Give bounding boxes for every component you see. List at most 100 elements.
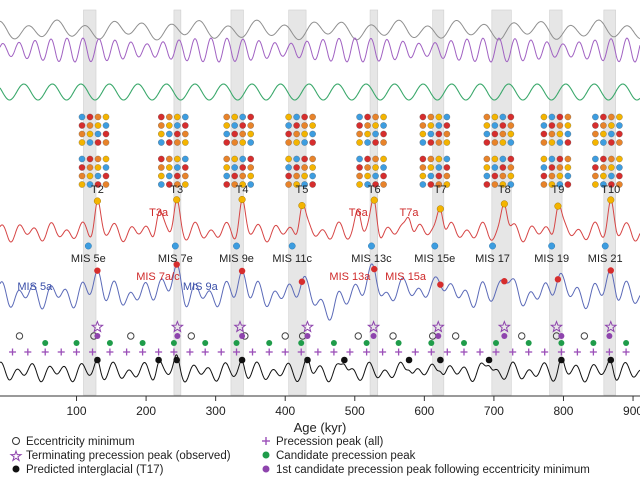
candidate-peak-point [395,340,402,346]
precession-peak-plus [525,348,533,356]
model-dot [540,113,548,121]
model-dot [231,139,238,146]
predicted-interglacial-point [304,356,311,364]
terminating-peak-star [233,320,247,333]
model-dot [380,139,387,146]
model-dot [94,122,102,129]
x-axis-title: Age (kyr) [294,420,347,435]
blue-curve-peak-point [173,261,180,268]
x-tick-label: 800 [553,404,573,418]
precession-peak-plus [411,348,419,356]
model-dot [293,130,300,138]
model-dot [174,122,181,129]
model-dot [364,181,371,188]
model-dot [548,164,556,171]
green-series-line [0,83,640,101]
x-tick-label: 100 [67,404,87,418]
model-dot [427,113,435,121]
termination-label: T5 [295,184,308,196]
model-dot [102,122,110,129]
termination-peak-point [370,196,378,204]
ecc-min-point [518,332,526,340]
model-dot [102,130,110,138]
shaded-interval-7 [549,9,563,396]
model-dot [309,113,316,121]
model-dot [548,130,556,138]
model-dot [592,164,599,171]
pred-int-legend-icon [12,465,20,473]
model-dot [239,139,246,146]
model-dot [182,139,189,146]
model-dot [608,181,615,188]
model-dot [435,155,443,163]
model-dot [499,113,507,121]
model-dot [540,130,548,138]
x-tick-label: 700 [484,404,504,418]
precession-peak-plus [605,348,613,356]
mis-point [431,242,439,250]
model-dot [540,181,548,188]
model-dot [592,155,599,163]
model-dot [556,113,564,121]
model-dot [372,172,379,180]
model-dot [427,164,435,171]
mis-label: MIS 11c [272,253,312,265]
model-dot [507,139,515,146]
termination-label: T7a [400,207,420,219]
model-dot [491,139,499,146]
model-dot [507,172,515,180]
mis-label: MIS 7e [158,253,193,265]
termination-peak-point [436,205,444,213]
predicted-interglacial-point [485,356,493,364]
model-dot [182,181,189,188]
termination-label: T3 [170,184,183,196]
model-dot [483,113,491,121]
model-dot [364,113,371,121]
precession-peak-plus [297,348,305,356]
model-dot [427,181,435,188]
model-dot [78,164,86,171]
model-dot [608,172,615,180]
model-dot [600,130,607,138]
model-dot [380,172,387,180]
model-dot [507,122,515,129]
model-dot [356,181,363,188]
model-dot [166,172,173,180]
termination-peak-point [238,195,246,204]
termination-peak-point [607,196,615,204]
precession-peak-plus [443,348,451,356]
model-dot [94,172,102,180]
model-dot [285,122,292,129]
model-dot [231,113,238,121]
first-candidate-point [239,333,246,339]
model-dot [174,130,181,138]
model-dot [564,113,572,121]
termination-peak-point [93,197,101,205]
precession-peak-plus [170,348,178,356]
model-dot [78,130,86,138]
model-dot [78,139,86,146]
model-dot [499,164,507,171]
candidate-peak-point [428,340,435,346]
model-dot [443,164,451,171]
mis-point [171,242,179,250]
prec-all-legend-icon [262,437,270,445]
model-dot [293,181,300,188]
model-dot [419,122,427,129]
mis-label: MIS 5e [71,253,106,265]
model-dot [372,113,379,121]
model-dot [364,130,371,138]
model-dot [540,155,548,163]
candidate-peak-point [558,340,565,346]
terminating-peak-star [90,320,104,333]
red-series-line [0,198,640,243]
model-dot [223,155,230,163]
model-dot [356,155,363,163]
model-dot [443,113,451,121]
model-dot [301,181,308,188]
model-dot [223,172,230,180]
gray-series-line [0,19,640,41]
termination-peak-point [554,202,562,210]
model-dot [548,155,556,163]
precession-peak-plus [201,348,209,356]
